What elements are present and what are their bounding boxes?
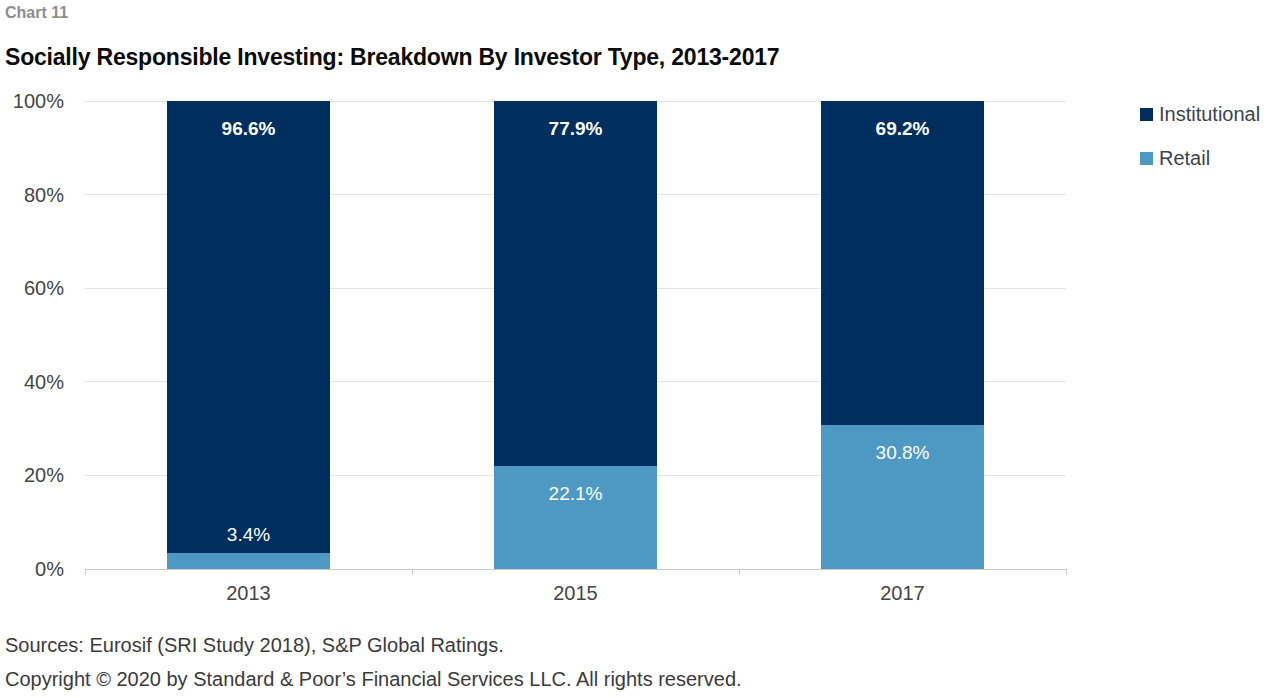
legend: Institutional Retail [1140, 103, 1260, 191]
chart-page: Chart 11 Socially Responsible Investing:… [0, 0, 1281, 698]
x-axis-tick [1066, 569, 1067, 575]
legend-swatch-retail [1140, 152, 1153, 165]
bar-value-label-institutional: 69.2% [821, 118, 984, 140]
legend-item-retail: Retail [1140, 147, 1260, 169]
bar-value-label-retail: 3.4% [167, 524, 330, 546]
bar-value-label-institutional: 77.9% [494, 118, 657, 140]
x-axis-tick [739, 569, 740, 575]
x-axis-tick [412, 569, 413, 575]
copyright-text: Copyright © 2020 by Standard & Poor’s Fi… [5, 668, 742, 691]
bar-segment-retail [167, 553, 330, 569]
bar-segment-institutional [167, 101, 330, 553]
bar-value-label-retail: 22.1% [494, 483, 657, 505]
y-axis-label: 80% [0, 183, 64, 207]
x-axis-tick [85, 569, 86, 575]
y-axis-label: 40% [0, 370, 64, 394]
bar-value-label-institutional: 96.6% [167, 118, 330, 140]
y-axis-label: 100% [0, 89, 64, 113]
x-axis-label: 2017 [843, 582, 963, 605]
y-axis-label: 20% [0, 463, 64, 487]
x-axis-label: 2015 [516, 582, 636, 605]
legend-label-retail: Retail [1159, 147, 1210, 170]
plot-area: 0% 20% 40% 60% 80% 100% 96.6% 3.4% 2013 77.9% 22.1… [0, 0, 1281, 698]
legend-swatch-institutional [1140, 108, 1153, 121]
bar-value-label-retail: 30.8% [821, 442, 984, 464]
x-axis-line [85, 569, 1067, 570]
x-axis-label: 2013 [189, 582, 309, 605]
legend-label-institutional: Institutional [1159, 103, 1260, 126]
source-text: Sources: Eurosif (SRI Study 2018), S&P G… [5, 634, 504, 657]
legend-item-institutional: Institutional [1140, 103, 1260, 125]
y-axis-label: 60% [0, 276, 64, 300]
bar-segment-institutional [494, 101, 657, 466]
bar-segment-institutional [821, 101, 984, 425]
y-axis-label: 0% [0, 557, 64, 581]
bar-segment-retail [494, 466, 657, 569]
